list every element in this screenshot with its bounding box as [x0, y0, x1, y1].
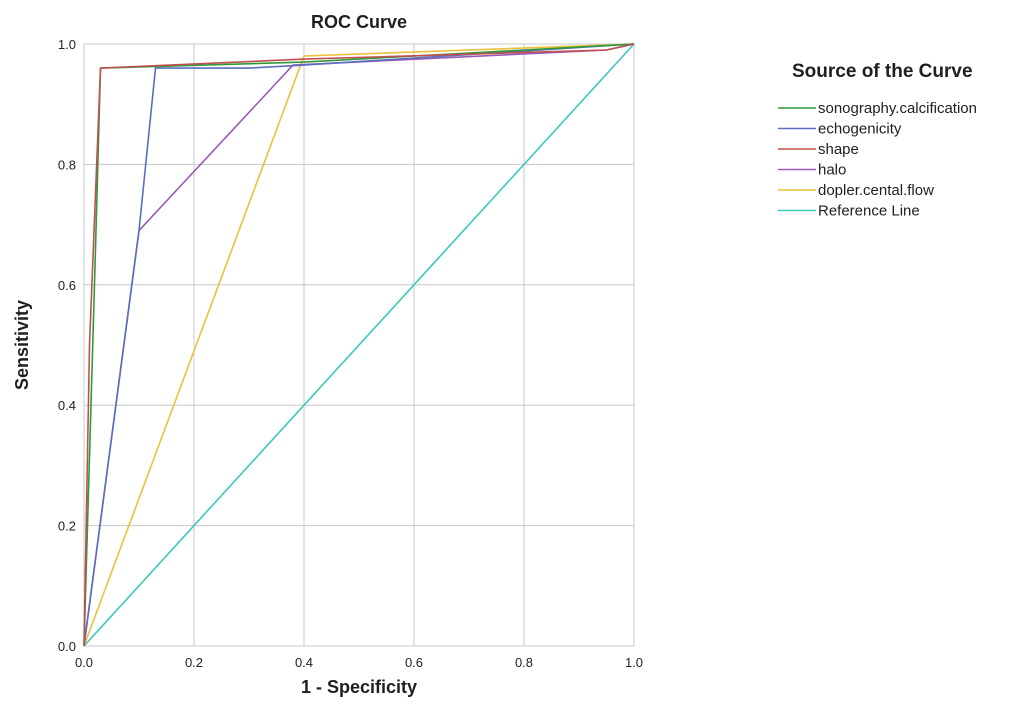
- series-line-echogenicity: [83, 43, 635, 647]
- series-line-dopler-cental-flow: [83, 43, 635, 647]
- legend: sonography.calcification echogenicity shap…: [778, 100, 977, 220]
- series-line-shape: [83, 43, 635, 647]
- legend-label-sonography-calcification: sonography.calcification: [818, 100, 977, 117]
- x-tick-label: 0.6: [405, 655, 423, 670]
- x-tick-label: 0.8: [515, 655, 533, 670]
- legend-label-echogenicity: echogenicity: [818, 121, 902, 138]
- x-tick-label: 0.0: [75, 655, 93, 670]
- y-tick-label: 0.4: [58, 398, 76, 413]
- legend-title: Source of the Curve: [792, 61, 973, 82]
- legend-label-halo: halo: [818, 162, 846, 179]
- tick-labels: 0.0 0.2 0.4 0.6 0.8 1.0 0.0 0.2 0.4 0.6 0.8 1.0: [58, 37, 643, 670]
- y-tick-label: 0.2: [58, 519, 76, 534]
- y-tick-label: 0.0: [58, 639, 76, 654]
- chart-title: ROC Curve: [311, 12, 407, 32]
- grid-lines: [84, 44, 634, 646]
- y-tick-label: 0.6: [58, 278, 76, 293]
- x-axis-title: 1 - Specificity: [301, 677, 417, 697]
- y-axis-title: Sensitivity: [12, 300, 32, 390]
- y-tick-label: 0.8: [58, 157, 76, 172]
- legend-label-shape: shape: [818, 141, 859, 158]
- y-tick-label: 1.0: [58, 37, 76, 52]
- x-tick-label: 0.4: [295, 655, 313, 670]
- series-line-reference-line: [83, 43, 635, 647]
- series-lines: [83, 43, 635, 647]
- x-tick-label: 1.0: [625, 655, 643, 670]
- legend-label-reference-line: Reference Line: [818, 203, 920, 220]
- x-tick-label: 0.2: [185, 655, 203, 670]
- legend-label-dopler-cental-flow: dopler.cental.flow: [818, 182, 934, 199]
